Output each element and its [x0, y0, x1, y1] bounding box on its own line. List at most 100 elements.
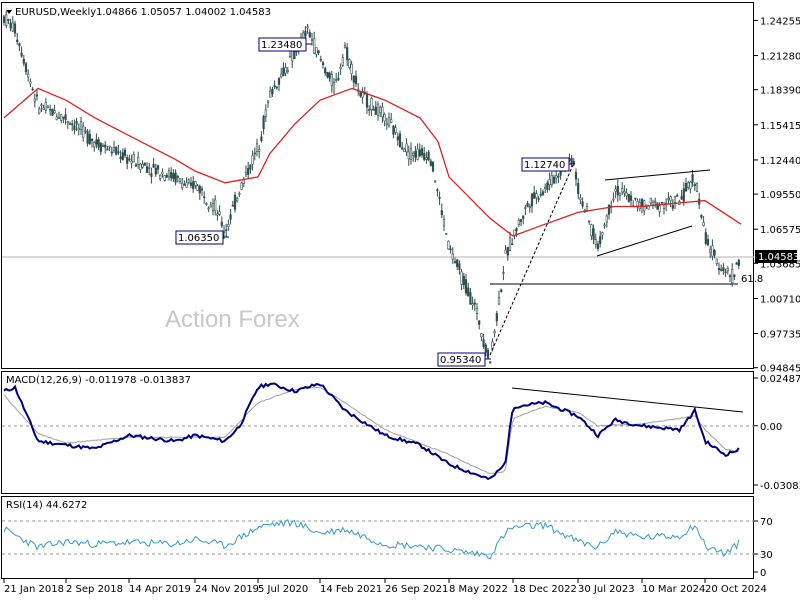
candle-body — [196, 185, 199, 191]
candle-body — [326, 71, 329, 78]
candle-body — [420, 148, 424, 156]
candle-body — [275, 86, 278, 89]
candle-body — [381, 106, 384, 118]
candle-body — [350, 63, 353, 74]
candle-body — [40, 104, 43, 107]
candle-body — [150, 173, 153, 177]
title-row: EURUSD,Weekly 1.04866 1.05057 1.04002 1.… — [6, 7, 271, 18]
time-tick-label: 10 Mar 2024 — [642, 584, 705, 595]
candle-body — [467, 287, 470, 297]
time-tick-label: 2 Sep 2018 — [66, 584, 123, 595]
candle-body — [183, 184, 186, 186]
candle-body — [104, 144, 107, 148]
candle-body — [552, 176, 556, 184]
candle-body — [181, 182, 184, 189]
candle-body — [205, 203, 208, 205]
candle-body — [77, 128, 80, 131]
current-price-label: 1.04583 — [758, 252, 799, 263]
candle-body — [445, 233, 448, 235]
candle-body — [695, 183, 699, 192]
candle-body — [194, 181, 197, 186]
candle-body — [11, 22, 14, 32]
rsi-tick-label: 30 — [760, 550, 773, 561]
candle-body — [484, 344, 487, 353]
candle-body — [99, 143, 102, 153]
candle-body — [711, 245, 714, 257]
candle-body — [594, 239, 597, 245]
candle-body — [95, 139, 98, 145]
candle-body — [13, 23, 17, 34]
candle-body — [255, 143, 259, 152]
candle-body — [458, 263, 461, 270]
candle-body — [434, 180, 437, 183]
candle-body — [218, 211, 221, 215]
candle-body — [332, 82, 336, 94]
candle-body — [139, 163, 142, 170]
candle-body — [170, 172, 173, 179]
candle-body — [682, 188, 685, 202]
candle-body — [71, 123, 74, 126]
candle-body — [449, 248, 452, 251]
macd-tick-label: 0.024871 — [760, 374, 800, 385]
candle-body — [60, 114, 63, 121]
candle-body — [607, 204, 611, 215]
price-tick-label: 0.97735 — [760, 330, 800, 341]
candle-body — [148, 167, 151, 169]
price-axis: 1.24255 1.21280 1.18390 1.15415 1.12440 1.095… — [754, 16, 800, 375]
candle-body — [634, 197, 637, 200]
candle-body — [500, 289, 503, 292]
candle-body — [154, 168, 157, 175]
candle-body — [220, 221, 223, 226]
ohlc-readout: 1.04866 1.05057 1.04002 1.04583 — [96, 7, 271, 18]
candle-body — [251, 155, 254, 165]
candle-body — [621, 188, 624, 193]
candle-body — [165, 174, 168, 178]
candle-body — [46, 106, 50, 109]
candle-body — [262, 116, 265, 129]
price-tick-label: 0.94845 — [760, 364, 800, 375]
candle-body — [253, 152, 256, 155]
candle-body — [731, 269, 734, 284]
candle-body — [126, 157, 129, 164]
chart-title: EURUSD,Weekly — [15, 7, 96, 18]
candle-body — [623, 191, 626, 194]
candle-body — [700, 214, 703, 218]
candle-body — [240, 182, 243, 190]
candle-body — [390, 119, 393, 123]
candle-body — [418, 149, 421, 157]
channel-bottom-line — [596, 225, 693, 257]
candle-body — [431, 161, 435, 172]
candle-body — [574, 172, 578, 180]
candle-body — [438, 197, 441, 199]
candle-body — [506, 246, 509, 256]
candle-body — [612, 198, 615, 201]
candle-body — [440, 210, 443, 216]
candle-body — [108, 145, 111, 148]
candle-body — [319, 58, 322, 61]
candle-body — [273, 85, 276, 88]
price-tick-label: 1.15415 — [760, 121, 800, 132]
time-tick-label: 30 Jul 2023 — [578, 584, 635, 595]
dropdown-triangle-icon — [6, 10, 12, 14]
candle-body — [709, 249, 712, 253]
candle-body — [93, 142, 96, 148]
candle-body — [539, 194, 542, 196]
candle-body — [152, 164, 155, 168]
candle-body — [286, 70, 289, 72]
candle-body — [473, 302, 476, 305]
candle-body — [82, 125, 85, 138]
candle-body — [475, 308, 479, 314]
rsi-panel-frame — [1, 496, 754, 579]
candle-body — [627, 193, 630, 202]
candle-body — [313, 38, 316, 54]
time-tick-label: 8 May 2022 — [449, 584, 508, 595]
candle-body — [423, 153, 426, 160]
time-tick-label: 21 Jan 2018 — [4, 584, 64, 595]
candle-body — [29, 81, 32, 85]
candle-body — [121, 152, 124, 160]
candle-body — [269, 90, 272, 98]
candle-body — [436, 189, 439, 191]
candle-body — [187, 179, 190, 183]
candle-body — [376, 103, 380, 116]
candle-body — [398, 133, 402, 148]
